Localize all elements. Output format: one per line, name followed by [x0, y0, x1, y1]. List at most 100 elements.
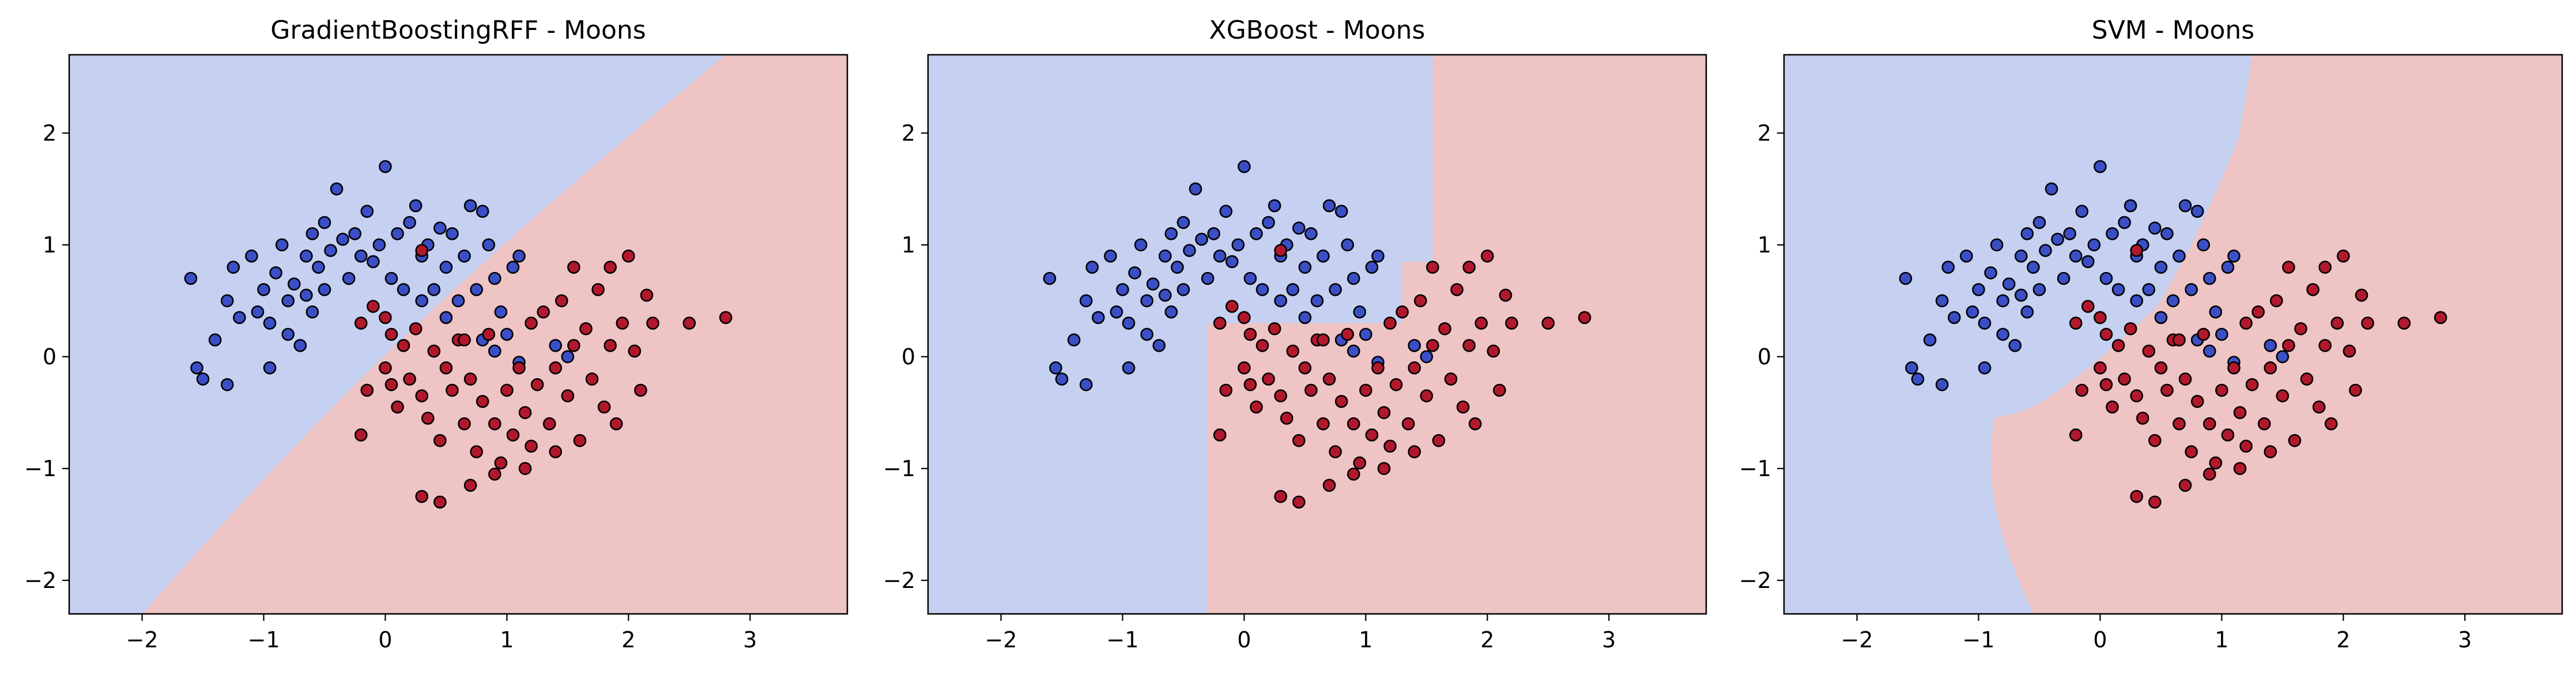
point-class-0: [1171, 261, 1184, 274]
point-class-0: [2118, 216, 2131, 229]
point-class-1: [585, 372, 599, 386]
point-class-0: [275, 238, 289, 252]
point-class-0: [1116, 283, 1129, 296]
point-class-0: [2178, 199, 2192, 213]
point-class-0: [2045, 182, 2058, 196]
point-class-1: [609, 417, 623, 431]
point-class-0: [1262, 216, 1275, 229]
point-class-1: [1250, 400, 1263, 414]
point-class-0: [1176, 216, 1190, 229]
point-class-1: [549, 445, 563, 459]
point-class-0: [1231, 238, 1245, 252]
point-class-0: [2027, 261, 2040, 274]
point-class-0: [1164, 227, 1178, 240]
point-class-1: [2190, 395, 2204, 408]
point-class-0: [488, 344, 501, 358]
point-class-0: [1935, 378, 1949, 391]
point-class-0: [1055, 372, 1069, 386]
point-class-1: [2355, 288, 2368, 302]
point-class-0: [372, 238, 386, 252]
point-class-1: [1280, 412, 1293, 425]
point-class-1: [354, 428, 368, 442]
y-tick-label: 1: [1757, 232, 1771, 258]
point-class-0: [281, 294, 295, 308]
point-class-0: [2094, 160, 2107, 174]
point-class-1: [1450, 283, 1464, 296]
point-class-1: [433, 433, 447, 447]
point-class-1: [2239, 439, 2253, 453]
point-class-0: [2069, 249, 2083, 263]
point-class-0: [1990, 238, 2004, 252]
panel-svm: SVM - Moons −2 −1 0 1 2 3 2 1 0 −1 −2: [1739, 16, 2563, 653]
point-class-0: [1978, 316, 1992, 330]
point-class-1: [421, 412, 435, 425]
point-class-1: [1238, 361, 1251, 375]
point-class-1: [1456, 400, 1470, 414]
point-class-1: [1462, 261, 1476, 274]
point-class-0: [1365, 261, 1379, 274]
y-tick-label: 1: [902, 232, 915, 258]
point-class-0: [2032, 283, 2046, 296]
point-class-0: [451, 294, 465, 308]
x-tick-label: 0: [2093, 627, 2107, 653]
point-class-0: [348, 227, 362, 240]
point-class-0: [1911, 372, 1925, 386]
point-class-0: [1978, 361, 1992, 375]
point-class-1: [446, 383, 459, 397]
region-class-0: [928, 55, 1433, 614]
point-class-0: [1104, 249, 1117, 263]
point-class-1: [2282, 261, 2295, 274]
point-class-1: [573, 433, 587, 447]
point-class-0: [1292, 221, 1306, 235]
point-class-1: [1413, 294, 1427, 308]
point-class-0: [1322, 199, 1336, 213]
point-class-1: [2173, 333, 2186, 347]
point-class-1: [518, 406, 532, 420]
point-class-1: [1322, 372, 1336, 386]
point-class-1: [2343, 344, 2356, 358]
point-class-1: [1474, 316, 1488, 330]
point-class-1: [1359, 383, 1372, 397]
point-class-1: [2130, 244, 2144, 257]
point-class-1: [415, 489, 429, 503]
point-class-1: [2233, 462, 2247, 476]
point-class-1: [2318, 339, 2332, 352]
point-class-1: [518, 462, 532, 476]
point-class-1: [2264, 445, 2277, 459]
point-class-0: [2106, 227, 2119, 240]
point-class-0: [2015, 249, 2028, 263]
point-class-1: [1383, 439, 1397, 453]
point-class-0: [391, 227, 404, 240]
panel-title: GradientBoostingRFF - Moons: [270, 16, 646, 45]
point-class-0: [2015, 288, 2028, 302]
point-class-1: [2264, 361, 2277, 375]
point-class-0: [1274, 294, 1288, 308]
point-class-0: [1996, 327, 2009, 341]
point-class-0: [2276, 350, 2290, 364]
decision-regions: [1784, 55, 2562, 614]
point-class-0: [2166, 294, 2180, 308]
point-class-1: [2106, 400, 2119, 414]
point-class-1: [1262, 372, 1275, 386]
point-class-0: [1152, 339, 1166, 352]
x-tick-label: −1: [1106, 627, 1138, 653]
point-class-1: [1317, 417, 1330, 431]
point-class-0: [1899, 271, 1913, 285]
point-class-1: [1365, 428, 1379, 442]
point-class-1: [2245, 378, 2259, 391]
point-class-0: [1960, 249, 1973, 263]
y-tick-label: −1: [1739, 456, 1771, 481]
point-class-1: [628, 344, 642, 358]
point-class-0: [245, 249, 258, 263]
point-class-0: [306, 305, 319, 319]
point-class-0: [293, 339, 307, 352]
point-class-0: [439, 311, 453, 325]
point-class-0: [549, 339, 563, 352]
point-class-1: [458, 333, 471, 347]
point-class-1: [1438, 322, 1451, 335]
point-class-1: [463, 372, 477, 386]
point-class-0: [2185, 283, 2198, 296]
point-class-1: [2288, 433, 2302, 447]
point-class-1: [719, 311, 733, 325]
point-class-1: [2197, 327, 2211, 341]
